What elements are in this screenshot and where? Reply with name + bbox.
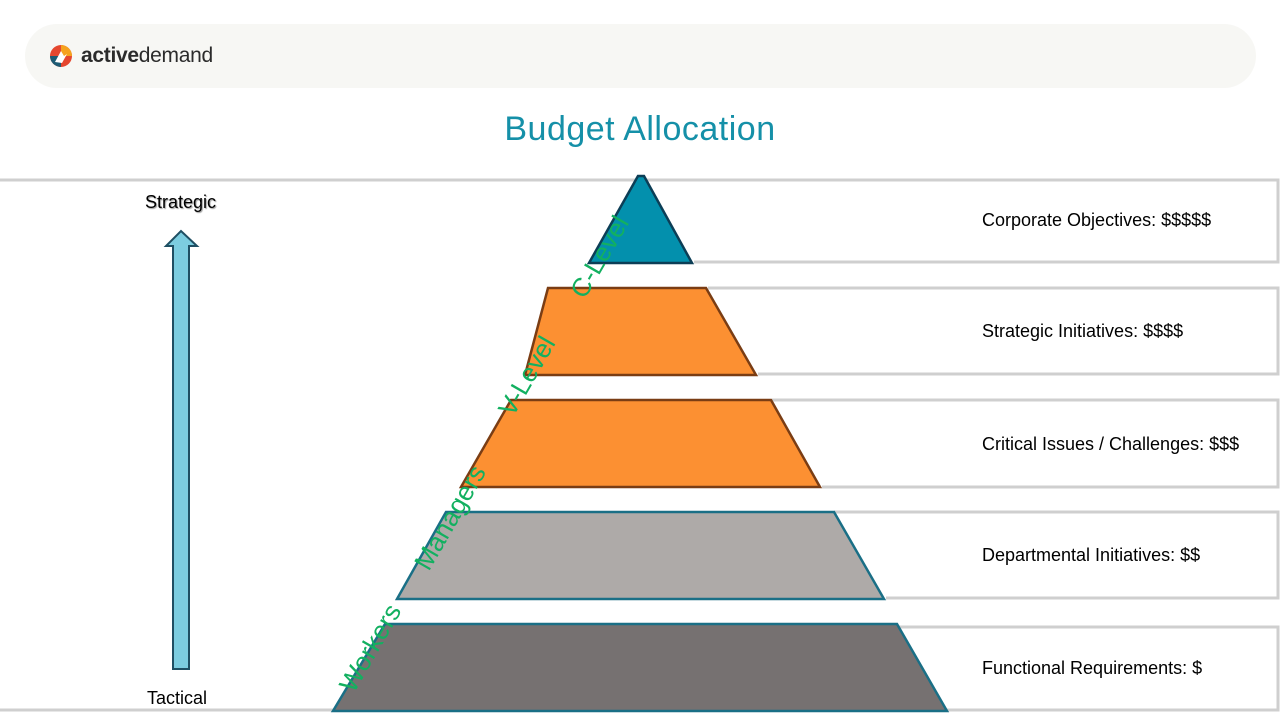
tier-label-corporate-objectives: Corporate Objectives: $$$$$ [982, 210, 1212, 230]
tier-box-4 [834, 510, 1280, 600]
brand-logo-icon [50, 45, 72, 67]
brand-logo[interactable]: activedemand [49, 43, 213, 69]
page-title: Budget Allocation [504, 110, 776, 148]
axis-top-label: Strategic [145, 192, 217, 212]
strategic-arrow-icon [163, 229, 200, 670]
tier-label-departmental-initiatives: Departmental Initiatives: $$ [982, 545, 1201, 565]
tier-managers-shape [458, 398, 823, 489]
brand-name-bold: active [81, 44, 139, 67]
brand-name-regular: demand [138, 44, 213, 67]
tier-box-2 [708, 286, 1280, 376]
tier-label-functional-requirements: Functional Requirements: $ [982, 658, 1203, 678]
brand-name: activedemand [81, 44, 213, 68]
tier-base-shape [330, 622, 950, 713]
header-bar: activedemand [25, 24, 1256, 88]
tier-v-level-shape [523, 286, 759, 377]
tier-label-strategic-initiatives: Strategic Initiatives: $$$$ [982, 321, 1184, 341]
tier-box-3 [772, 398, 1280, 489]
tier-label-critical-issues: Critical Issues / Challenges: $$$ [982, 434, 1240, 454]
axis-bottom-label: Tactical [147, 688, 208, 708]
tier-workers-shape [394, 510, 887, 601]
tier-c-level-shape [586, 174, 695, 265]
